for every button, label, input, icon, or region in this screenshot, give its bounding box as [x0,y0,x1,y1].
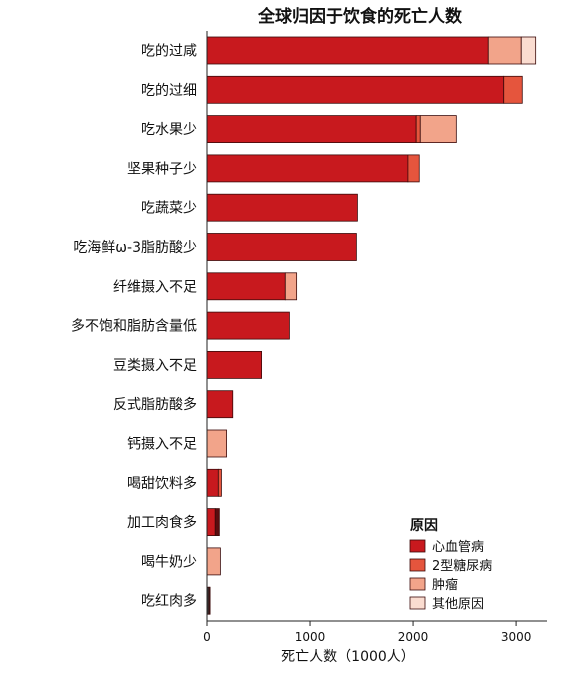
category-label: 吃的过咸 [141,44,197,60]
bar-segment [214,508,220,537]
bar-segment [206,390,234,419]
bar-segment [415,115,421,143]
bar-segment [206,547,221,576]
bar-segment [206,115,417,143]
x-tick-label: 0 [203,630,211,644]
bar-segment [206,36,489,65]
bar-segment [206,233,357,261]
bar-segment [206,193,358,222]
bar-segment [407,154,420,183]
bar-segment [206,75,505,104]
category-label: 多不饱和脂肪含量低 [71,318,197,335]
category-label: 钙摄入不足 [127,437,197,453]
bars-layer [206,36,537,615]
legend-swatch [409,539,426,553]
bar-segment [206,429,227,458]
bar-segment [419,115,457,143]
category-label: 喝甜饮料多 [127,475,197,492]
bar-segment [487,36,522,65]
legend-label: 心血管病 [432,540,484,555]
bar-segment [206,272,286,301]
category-label: 反式脂肪酸多 [113,396,197,413]
category-label: 吃的过细 [141,83,197,99]
category-label: 吃蔬菜少 [141,201,197,217]
category-label: 喝牛奶少 [141,554,197,570]
bar-segment [284,272,298,301]
bar-segment [206,468,219,497]
legend-label: 肿瘤 [432,577,458,593]
x-tick-label: 3000 [501,630,532,644]
category-label: 吃水果少 [141,122,197,138]
bar-segment [520,36,537,65]
category-label: 坚果种子少 [127,161,197,177]
bar-segment [206,154,409,183]
bar-segment [208,586,211,615]
bar-segment [206,350,263,379]
legend-title: 原因 [410,518,438,534]
category-label: 豆类摄入不足 [113,358,197,374]
chart-title: 全球归因于饮食的死亡人数 [257,6,463,27]
x-axis-label: 死亡人数（1000人） [281,649,415,665]
legend-label: 2型糖尿病 [432,558,492,574]
x-tick-label: 1000 [295,630,326,644]
bar-segment [206,311,290,340]
legend-swatch [409,577,426,591]
category-label: 吃海鲜ω-3脂肪酸少 [73,240,197,256]
legend-swatch [409,558,426,572]
bar-segment [206,508,216,537]
category-label: 纤维摄入不足 [113,279,197,295]
category-label: 吃红肉多 [141,593,197,610]
bar-segment [217,468,222,497]
legend-label: 其他原因 [432,597,484,612]
legend-swatch [409,596,426,610]
category-label: 加工肉食多 [127,514,197,531]
bar-segment [503,75,523,104]
x-axis: 0 1000 2000 3000 [203,31,547,644]
x-tick-label: 2000 [398,630,429,644]
category-labels: 吃的过咸吃的过细吃水果少坚果种子少吃蔬菜少吃海鲜ω-3脂肪酸少纤维摄入不足多不饱… [71,44,197,610]
